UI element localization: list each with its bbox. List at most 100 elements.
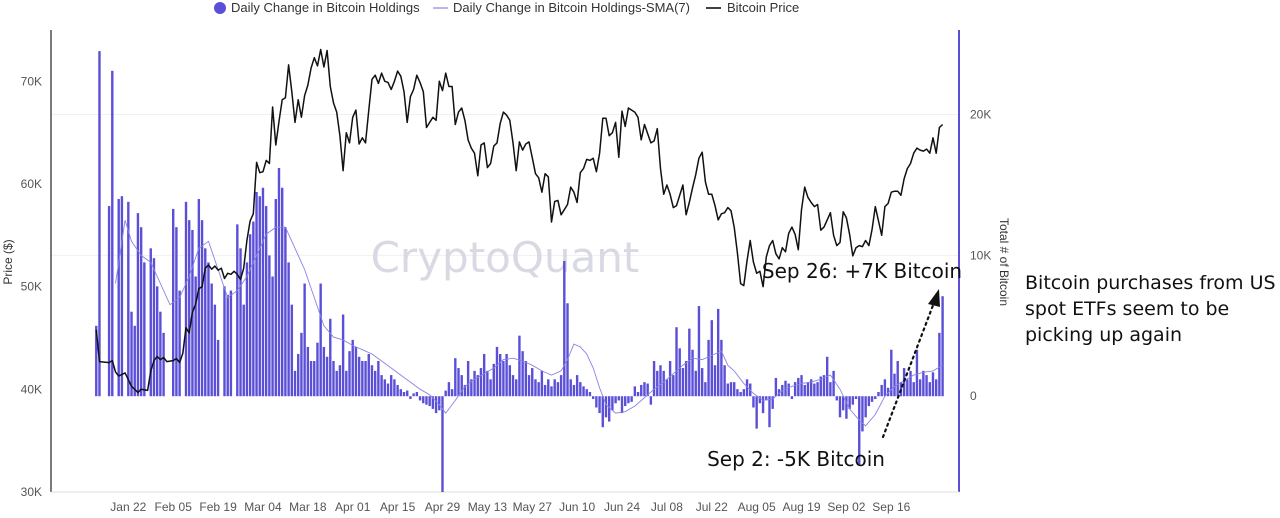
holdings-change-bar	[194, 276, 197, 397]
holdings-change-bar	[813, 383, 816, 397]
holdings-change-bar	[428, 396, 431, 407]
holdings-change-bar	[399, 389, 403, 397]
holdings-change-bar	[284, 227, 287, 397]
holdings-change-bar	[941, 296, 944, 397]
holdings-change-bar	[614, 396, 617, 404]
holdings-change-bar	[563, 261, 566, 397]
holdings-change-bar	[595, 396, 598, 408]
x-tick-label: Jun 10	[559, 500, 595, 514]
holdings-change-bar	[543, 384, 547, 397]
holdings-change-bar	[447, 382, 451, 397]
holdings-change-bar	[707, 339, 710, 397]
holdings-change-bar	[518, 335, 521, 397]
x-axis-ticks: Jan 22 Feb 05 Feb 19 Mar 04 Mar 18 Apr 01 Apr …	[110, 500, 910, 514]
holdings-change-bar	[357, 356, 361, 397]
holdings-change-bar	[367, 353, 370, 397]
holdings-change-bar	[694, 370, 697, 397]
holdings-change-bar	[832, 370, 835, 397]
holdings-change-bar	[155, 286, 159, 397]
holdings-change-bar	[470, 379, 473, 397]
holdings-change-bar	[351, 339, 354, 397]
holdings-change-bar	[829, 382, 832, 397]
holdings-change-bar	[819, 376, 822, 397]
holdings-change-bar	[787, 383, 790, 397]
x-tick-label: Aug 19	[783, 500, 821, 514]
holdings-change-bar	[668, 361, 672, 397]
holdings-change-bar	[422, 396, 425, 404]
holdings-change-bar	[216, 339, 220, 397]
holdings-change-bar	[297, 353, 300, 397]
holdings-change-bar	[431, 396, 435, 409]
holdings-change-bar	[473, 370, 476, 397]
holdings-change-bar	[242, 304, 245, 397]
holdings-change-bar	[662, 370, 665, 397]
holdings-change-bar	[441, 396, 444, 492]
holdings-change-bar	[858, 396, 861, 466]
holdings-change-bar	[569, 379, 572, 397]
holdings-change-bar	[383, 379, 386, 397]
holdings-change-bar	[335, 370, 338, 397]
legend-bars-label: Daily Change in Bitcoin Holdings	[231, 0, 420, 15]
holdings-change-bar	[248, 234, 252, 397]
holdings-change-bar	[620, 396, 624, 414]
holdings-change-bar	[316, 342, 319, 397]
holdings-change-bar	[313, 361, 316, 397]
holdings-change-bar	[120, 196, 124, 397]
holdings-change-bar	[329, 318, 332, 397]
holdings-change-bar	[890, 349, 893, 397]
holdings-change-bar	[566, 303, 569, 397]
holdings-change-bar	[332, 361, 335, 397]
holdings-change-bar	[139, 227, 143, 397]
holdings-change-bar	[672, 375, 675, 397]
holdings-change-bar	[700, 368, 704, 397]
holdings-change-bar	[729, 382, 733, 397]
holdings-change-bar	[143, 262, 146, 397]
holdings-change-bar	[489, 379, 492, 397]
holdings-change-bar	[223, 286, 226, 397]
holdings-change-bar	[188, 220, 191, 397]
sma7-line	[115, 220, 943, 427]
holdings-change-bar	[624, 396, 627, 407]
holdings-change-bar	[880, 384, 883, 397]
holdings-change-bar	[255, 191, 258, 397]
holdings-change-bar	[412, 393, 415, 397]
holdings-change-bar	[261, 187, 265, 397]
holdings-change-bar	[925, 375, 928, 397]
holdings-change-bar	[252, 221, 255, 397]
holdings-change-bar	[325, 356, 329, 397]
holdings-change-bar	[133, 325, 136, 397]
left-axis-ticks: 30K 40K 50K 60K 70K	[21, 74, 42, 499]
holdings-change-bar	[733, 382, 736, 397]
holdings-change-bar	[226, 294, 229, 397]
holdings-change-bar	[515, 379, 518, 397]
holdings-change-bar	[306, 346, 310, 397]
x-tick-label: Apr 29	[425, 500, 461, 514]
left-tick-label: 60K	[21, 177, 42, 191]
holdings-change-bar	[588, 391, 592, 397]
holdings-change-bar	[652, 361, 656, 397]
holdings-change-bar	[601, 396, 604, 428]
holdings-change-bar	[579, 382, 582, 397]
holdings-change-bar	[861, 396, 864, 432]
x-tick-label: Sep 02	[827, 500, 865, 514]
holdings-change-bar	[906, 379, 909, 397]
left-tick-label: 40K	[21, 382, 42, 396]
holdings-change-bar	[803, 384, 806, 397]
holdings-change-bar	[777, 389, 781, 397]
x-tick-label: Jul 22	[696, 500, 728, 514]
holdings-change-bar	[370, 365, 374, 397]
left-tick-label: 70K	[21, 74, 42, 88]
holdings-change-bar	[531, 368, 534, 397]
holdings-change-bar	[870, 396, 874, 402]
holdings-change-bar	[688, 328, 691, 397]
holdings-change-bar	[354, 346, 358, 397]
right-tick-label: 0	[970, 389, 977, 403]
x-tick-label: Jan 22	[110, 500, 146, 514]
holdings-change-bar	[710, 320, 713, 397]
holdings-change-bar	[438, 396, 441, 411]
holdings-change-bar	[575, 375, 579, 397]
holdings-change-bar	[790, 396, 794, 400]
holdings-change-bar	[402, 391, 406, 397]
x-tick-label: Mar 04	[244, 500, 282, 514]
x-tick-label: May 13	[468, 500, 508, 514]
